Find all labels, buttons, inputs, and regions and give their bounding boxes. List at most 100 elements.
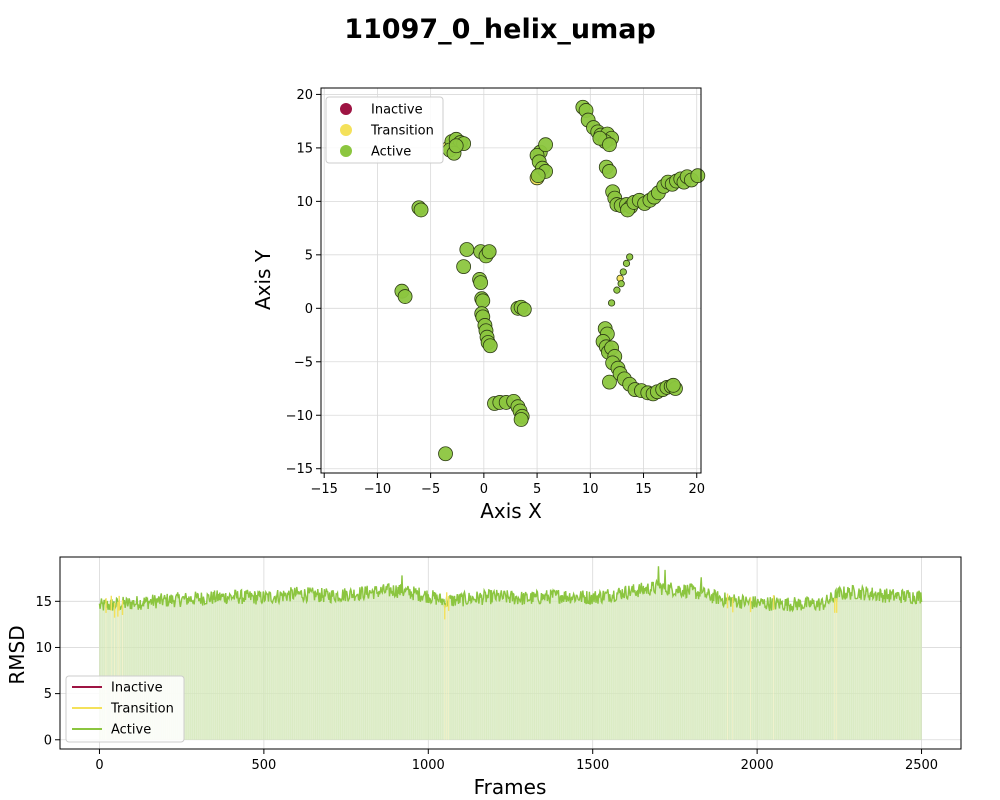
rmsd-fill-active (766, 605, 768, 740)
rmsd-fill-active (415, 588, 417, 740)
rmsd-fill-active (468, 592, 470, 740)
rmsd-fill-active (201, 592, 202, 740)
legend-transition-label: Transition (370, 124, 434, 139)
rmsd-fill-active (475, 601, 477, 740)
rmsd-fill-active (270, 592, 271, 740)
rmsd-fill-active (266, 593, 267, 740)
rmsd-fill-active (353, 589, 355, 740)
rmsd-fill-active (396, 595, 398, 740)
rmsd-fill-active (746, 601, 748, 740)
rmsd-fill-active (454, 595, 455, 740)
rmsd-fill-active (297, 591, 298, 740)
rmsd-fill-active (862, 588, 864, 740)
rmsd-fill-active (436, 594, 438, 740)
rmsd-fill-active (387, 583, 389, 740)
rmsd-fill-active (661, 594, 663, 740)
rmsd-fill-active (215, 601, 217, 740)
rmsd-fill-active (419, 599, 421, 740)
rmsd-fill-active (426, 590, 428, 740)
rmsd-fill-active (798, 598, 799, 740)
rmsd-fill-active (625, 585, 626, 740)
rmsd-fill-active (785, 599, 786, 740)
rmsd-fill-active (878, 592, 880, 740)
rmsd-fill-active (754, 596, 756, 740)
rmsd-fill-active (700, 586, 701, 740)
rmsd-fill-active (856, 598, 857, 740)
rmsd-fill-active (134, 604, 136, 740)
rmsd-fill-active (497, 593, 499, 740)
rmsd-fill-active (403, 593, 405, 740)
rmsd-fill-active (715, 595, 717, 740)
rmsd-fill-active (122, 596, 124, 740)
rmsd-fill-active (103, 599, 105, 740)
rmsd-fill-active (723, 603, 725, 740)
rmsd-fill-active (547, 594, 549, 740)
rmsd-fill-active (845, 592, 847, 740)
rmsd-fill-active (412, 593, 413, 740)
rmsd-fill-active (747, 601, 749, 740)
rmsd-fill-active (535, 597, 537, 740)
rmsd-fill-active (339, 600, 341, 740)
rmsd-fill-active (713, 601, 715, 740)
rmsd-fill-active (400, 593, 402, 740)
rmsd-fill-active (316, 595, 318, 740)
scatter-x-tick-label: 10 (582, 482, 599, 497)
rmsd-fill-active (703, 587, 705, 740)
rmsd-fill-active (241, 603, 243, 740)
rmsd-fill-active (818, 598, 820, 740)
rmsd-fill-active (913, 595, 915, 740)
rmsd-fill-active (201, 600, 203, 740)
rmsd-fill-active (308, 593, 310, 740)
scatter-y-tick-label: 15 (296, 141, 313, 156)
rmsd-fill-active (462, 595, 463, 740)
rmsd-fill-active (569, 593, 571, 740)
rmsd-fill-active (737, 605, 738, 740)
rmsd-fill-active (773, 597, 775, 740)
rmsd-fill-active (579, 599, 580, 740)
rmsd-fill-active (573, 595, 575, 740)
rmsd-fill-active (717, 591, 718, 740)
rmsd-fill-active (399, 595, 401, 740)
rmsd-fill-active (437, 599, 439, 740)
rmsd-fill-active (345, 591, 347, 740)
rmsd-fill-active (595, 591, 596, 740)
scatter-legend-box (325, 96, 444, 164)
rmsd-fill-active (699, 596, 701, 740)
scatter-point-active (626, 253, 634, 261)
rmsd-fill-active (736, 607, 738, 740)
rmsd-fill-active (409, 589, 411, 740)
rmsd-fill-active (434, 599, 436, 740)
rmsd-fill-active (482, 600, 484, 740)
rmsd-fill-active (453, 597, 455, 740)
rmsd-fill-active (251, 595, 253, 740)
rmsd-fill-active (696, 592, 697, 740)
rmsd-fill-active (471, 601, 473, 740)
scatter-x-tick-label: 5 (533, 482, 541, 497)
rmsd-fill-active (587, 600, 589, 740)
rmsd-fill-active (561, 602, 563, 740)
rmsd-fill-active (253, 603, 255, 740)
rmsd-fill-active (915, 603, 916, 740)
rmsd-fill-active (407, 586, 409, 740)
rmsd-fill-active (706, 596, 707, 740)
rmsd-fill-transition (773, 598, 774, 740)
rmsd-fill-active (869, 600, 870, 740)
rmsd-fill-active (306, 601, 307, 740)
rmsd-fill-active (254, 593, 256, 740)
rmsd-fill-active (542, 593, 544, 740)
rmsd-fill-active (749, 598, 751, 740)
rmsd-fill-active (863, 600, 865, 740)
rmsd-fill-active (824, 607, 826, 740)
rmsd-fill-active (888, 602, 890, 740)
rmsd-fill-active (176, 595, 178, 740)
rmsd-fill-active (583, 596, 585, 740)
rmsd-fill-active (410, 598, 411, 740)
rmsd-fill-active (897, 594, 899, 740)
rmsd-fill-active (308, 590, 309, 740)
rmsd-fill-active (447, 605, 449, 740)
rmsd-fill-active (767, 597, 768, 740)
rmsd-fill-active (100, 603, 102, 740)
rmsd-fill-active (900, 596, 901, 740)
rmsd-fill-active (156, 599, 158, 740)
rmsd-fill-active (730, 606, 732, 740)
